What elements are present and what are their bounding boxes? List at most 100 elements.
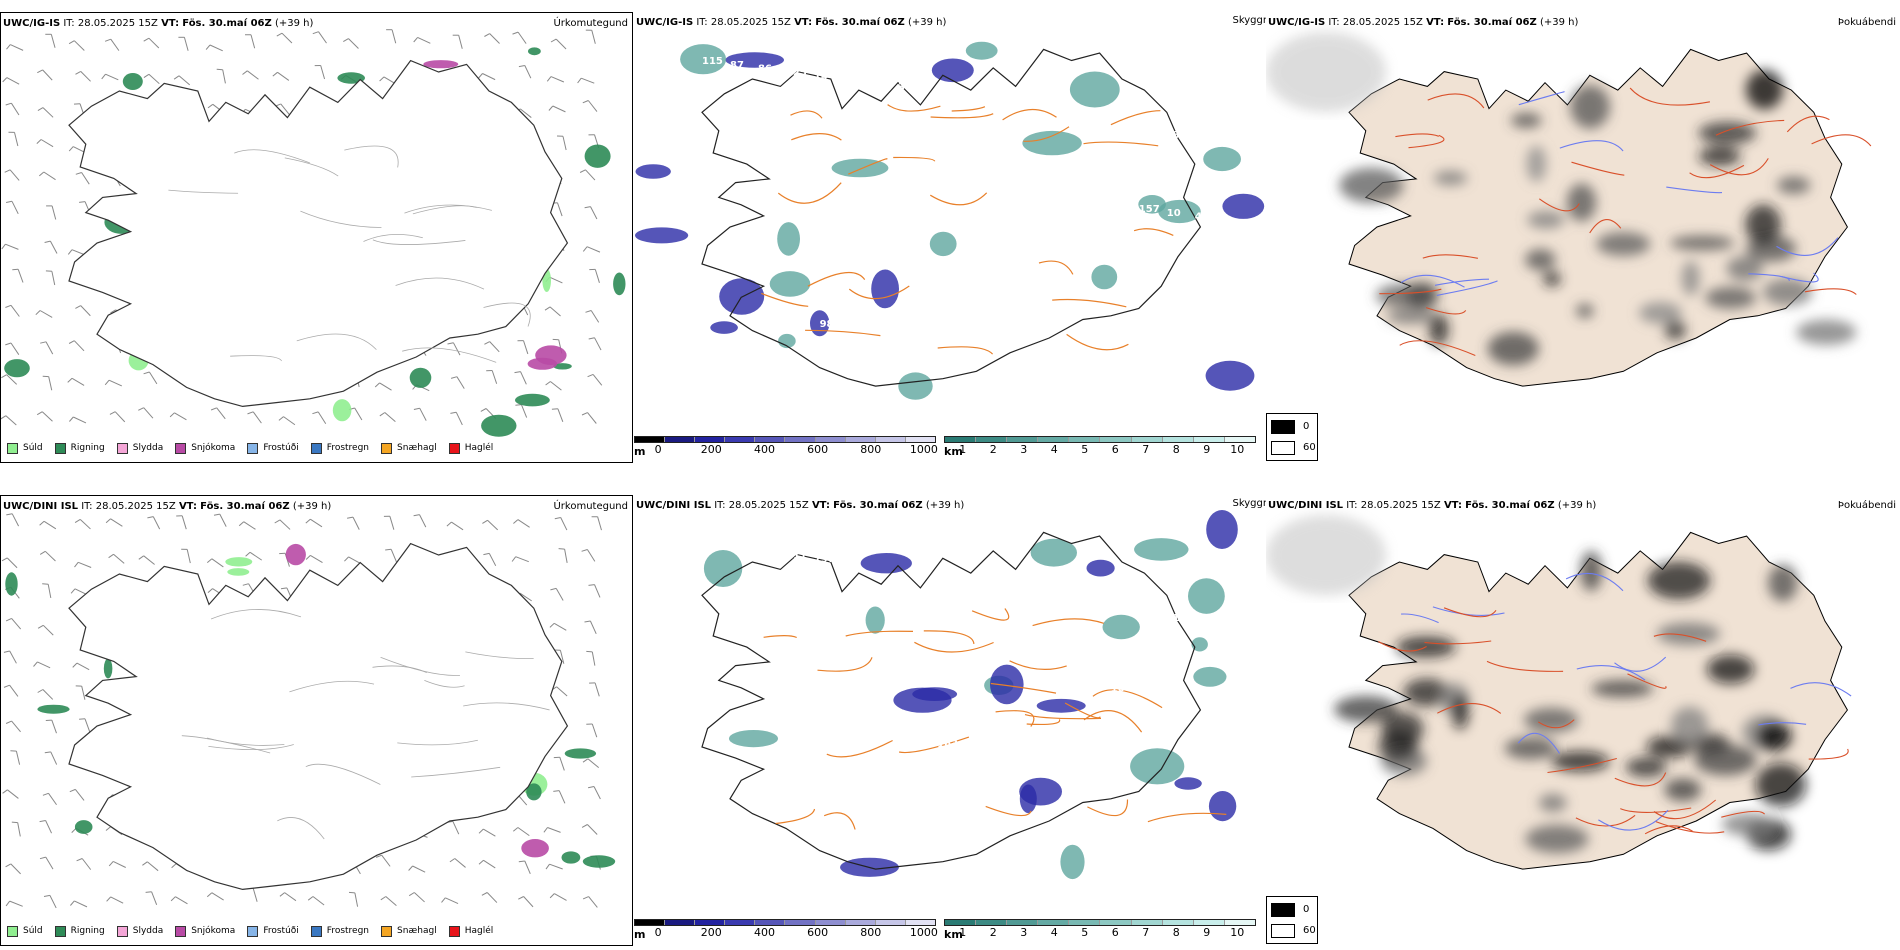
- wind-barb: [73, 40, 85, 51]
- fog-legend-label: 60: [1303, 442, 1316, 453]
- legend-label: Súld: [23, 443, 43, 453]
- wind-barb: [9, 900, 23, 907]
- precip-cell: [5, 572, 18, 596]
- colorbar-tick-label: 9: [1203, 443, 1211, 456]
- cloud-base-label: 157: [1139, 204, 1160, 215]
- wind-barb: [209, 44, 223, 52]
- wind-barb-flag: [39, 820, 46, 823]
- wind-barb: [381, 854, 391, 867]
- wind-barb-flag: [375, 854, 382, 858]
- cloud-base-label: 75: [1200, 134, 1214, 145]
- wind-barb: [42, 689, 54, 700]
- colorbar-bin: [1007, 920, 1039, 925]
- cloud-base-label: 100: [1116, 606, 1137, 617]
- fog-legend-swatch: [1271, 903, 1295, 917]
- legend-item: Slydda: [116, 442, 163, 454]
- road-line: [1804, 288, 1857, 295]
- wind-barb: [249, 551, 263, 561]
- wind-barb-flag: [348, 891, 355, 894]
- cloud-panel-row2: UWC/DINI ISL IT: 28.05.2025 15Z VT: Fös.…: [634, 495, 1266, 946]
- cloud-base-label: 87: [730, 60, 744, 71]
- colorbar-bin: [905, 437, 935, 442]
- wind-barb: [73, 416, 87, 424]
- cloud-base-label: 125: [965, 743, 986, 754]
- wind-barb: [594, 584, 601, 598]
- wind-barb: [520, 404, 528, 418]
- wind-barb: [550, 381, 562, 391]
- road-line: [1629, 87, 1711, 106]
- wind-barb-flag: [37, 107, 44, 112]
- wind-barb: [585, 169, 596, 181]
- colorbar-bin: [755, 920, 786, 925]
- wind-barb-flag: [484, 341, 490, 345]
- wind-barb-flag: [11, 821, 18, 824]
- wind-barb: [73, 340, 85, 352]
- wind-barb: [284, 892, 297, 902]
- road-line: [1565, 572, 1624, 592]
- wind-barb: [456, 376, 465, 389]
- wind-barb-flag: [478, 859, 484, 865]
- wind-barb: [50, 34, 56, 48]
- wind-barb: [252, 888, 258, 902]
- wind-barb: [581, 77, 595, 84]
- colorbar-strip: [944, 919, 1256, 926]
- wind-barb: [10, 102, 20, 116]
- colorbar-tick-label: 400: [753, 926, 775, 939]
- wind-barb: [519, 108, 532, 118]
- legend-swatch: [7, 442, 18, 454]
- fog-cell: [1596, 232, 1651, 256]
- cloud-panel-row1: UWC/IG-IS IT: 28.05.2025 15Z VT: Fös. 30…: [634, 12, 1266, 463]
- visibility-colorbar: km 1 2 3 4 5 6 7 8 9 10: [944, 436, 1256, 458]
- wind-barb-flag: [170, 896, 176, 902]
- colorbar-bin: [845, 437, 876, 442]
- wind-barb-flag: [581, 549, 588, 552]
- fog-cell: [1428, 313, 1449, 345]
- road-line: [277, 817, 325, 840]
- road-line: [1009, 660, 1067, 671]
- cloud-base-label: 105: [780, 145, 801, 156]
- wind-barb: [80, 305, 91, 317]
- precip-cell: [521, 839, 549, 858]
- cloud-base-label: 138: [876, 809, 897, 820]
- wind-barb-flag: [305, 555, 311, 560]
- cloud-cell: [769, 271, 811, 297]
- wind-barb-flag: [6, 200, 13, 203]
- panel-title: Úrkomutegund: [553, 501, 628, 512]
- wind-barb: [110, 38, 120, 51]
- wind-barb: [47, 584, 52, 599]
- precip-cell: [535, 345, 567, 366]
- wind-barb: [9, 169, 20, 181]
- colorbar-tick-label: 4: [1050, 443, 1058, 456]
- road-line: [483, 302, 531, 327]
- wind-barb: [80, 71, 91, 82]
- cloud-base-label: 129: [820, 802, 841, 813]
- wind-barb: [489, 33, 500, 44]
- wind-barb-flag: [1, 243, 6, 250]
- wind-barb-flag: [379, 76, 385, 82]
- wind-barb: [49, 895, 57, 909]
- wind-barb-flag: [70, 900, 75, 906]
- wind-barb-flag: [68, 40, 75, 45]
- road-line: [395, 277, 485, 290]
- precip-cell: [103, 658, 113, 679]
- road-line: [1092, 689, 1163, 709]
- wind-barb-flag: [579, 169, 586, 173]
- precip-cell: [528, 47, 541, 56]
- wind-barb-flag: [173, 75, 180, 80]
- legend-swatch: [54, 442, 66, 454]
- wind-barb-flag: [312, 411, 319, 415]
- colorbar-bin: [875, 920, 906, 925]
- wind-barb-flag: [33, 661, 38, 667]
- fog-cell: [1745, 204, 1781, 245]
- wind-barb: [354, 892, 359, 907]
- legend-label: Haglél: [464, 926, 494, 936]
- road-line: [1432, 606, 1505, 616]
- wind-barb: [587, 412, 597, 424]
- wind-barb: [352, 516, 360, 530]
- colorbar-tick-label: 800: [860, 926, 882, 939]
- wind-barb-flag: [42, 792, 49, 796]
- road-line: [1614, 772, 1667, 787]
- colorbar-tick-label: 1000: [909, 926, 938, 939]
- cloud-base-label: 73: [724, 138, 738, 149]
- road-line: [990, 682, 1057, 694]
